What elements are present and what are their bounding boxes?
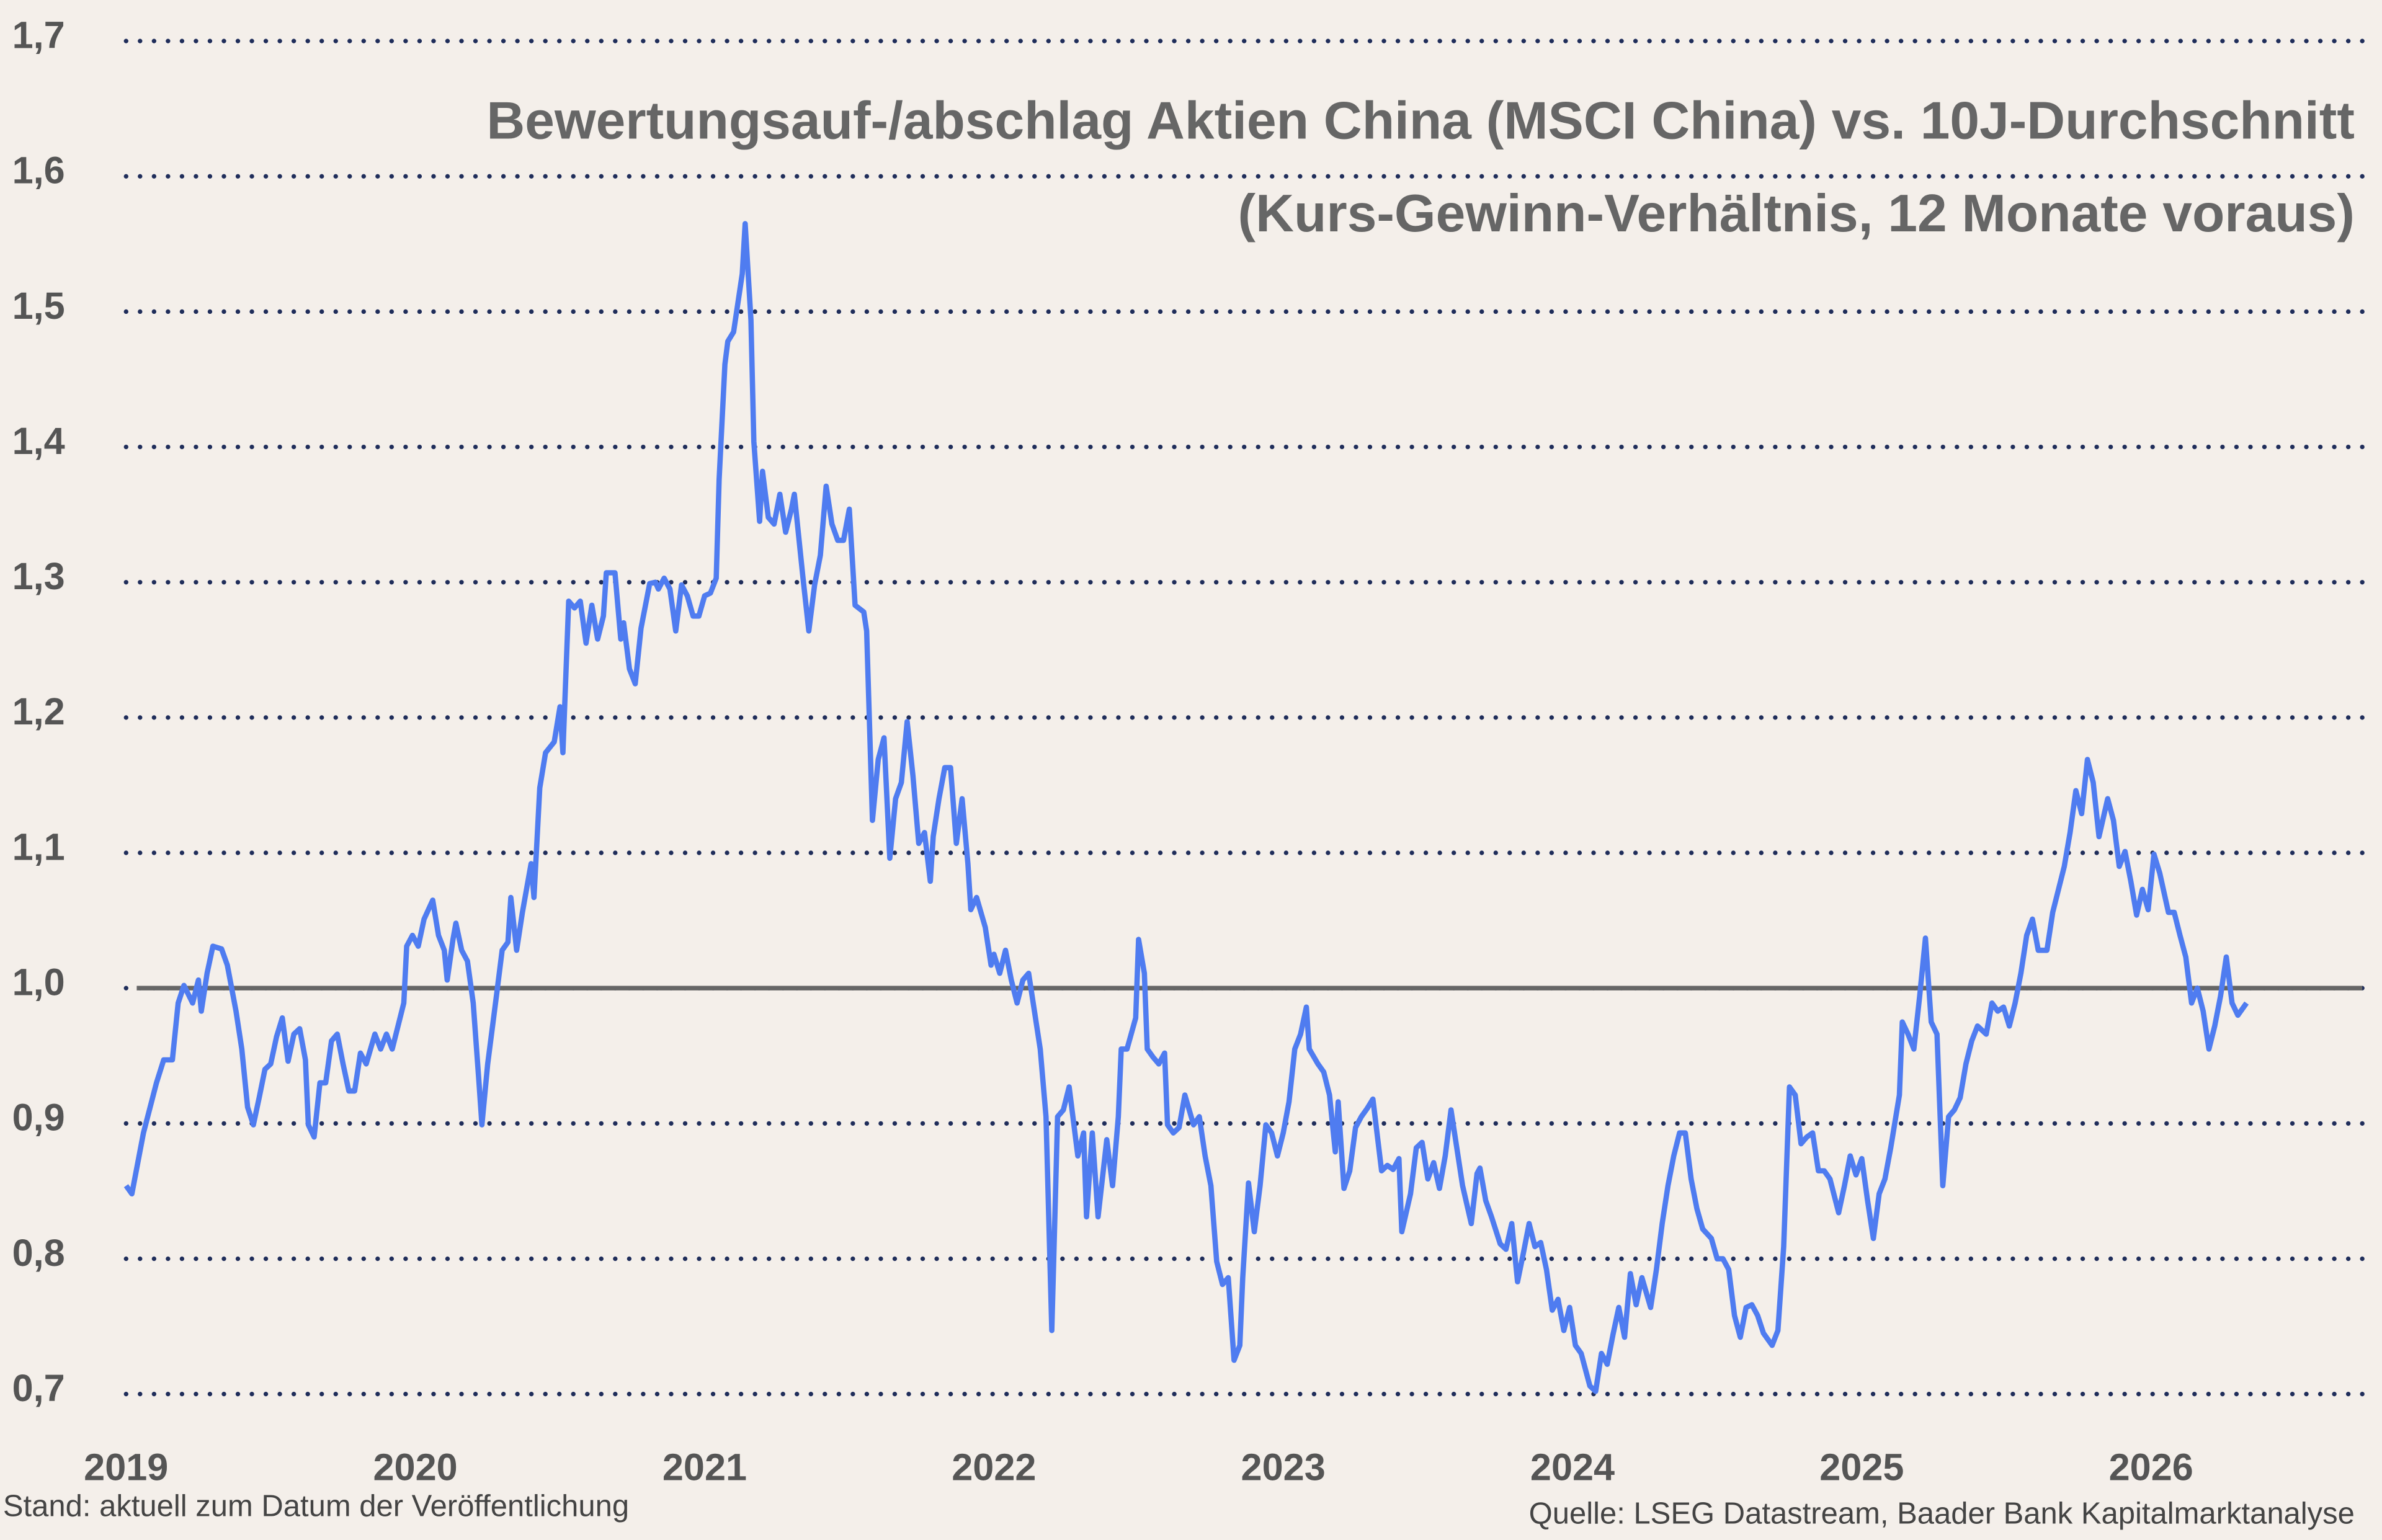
y-tick-label: 1,0 — [12, 961, 65, 1004]
x-tick-label: 2020 — [373, 1446, 458, 1488]
x-tick-label: 2019 — [84, 1446, 168, 1488]
x-tick-label: 2022 — [952, 1446, 1036, 1488]
x-tick-label: 2025 — [1819, 1446, 1904, 1488]
y-tick-label: 1,3 — [12, 555, 65, 597]
data-line — [123, 221, 2249, 1394]
y-tick-label: 1,6 — [12, 149, 65, 192]
y-tick-label: 1,2 — [12, 690, 65, 732]
chart-subtitle: (Kurs-Gewinn-Verhältnis, 12 Monate vorau… — [1238, 184, 2355, 243]
y-tick-label: 0,9 — [12, 1097, 65, 1139]
y-tick-label: 1,1 — [12, 826, 65, 868]
source: Quelle: LSEG Datastream, Baader Bank Kap… — [1529, 1497, 2355, 1531]
x-tick-label: 2026 — [2109, 1446, 2193, 1488]
chart-title: Bewertungsauf-/abschlag Aktien China (MS… — [486, 91, 2355, 151]
y-tick-label: 1,4 — [12, 420, 65, 462]
y-tick-label: 1,7 — [12, 14, 65, 56]
x-tick-label: 2024 — [1530, 1446, 1615, 1488]
x-tick-label: 2023 — [1241, 1446, 1326, 1488]
note: Stand: aktuell zum Datum der Veröffentli… — [3, 1489, 629, 1523]
y-tick-label: 1,5 — [12, 285, 65, 327]
y-tick-label: 0,8 — [12, 1232, 65, 1274]
x-tick-label: 2021 — [662, 1446, 747, 1488]
y-tick-label: 0,7 — [12, 1367, 65, 1409]
